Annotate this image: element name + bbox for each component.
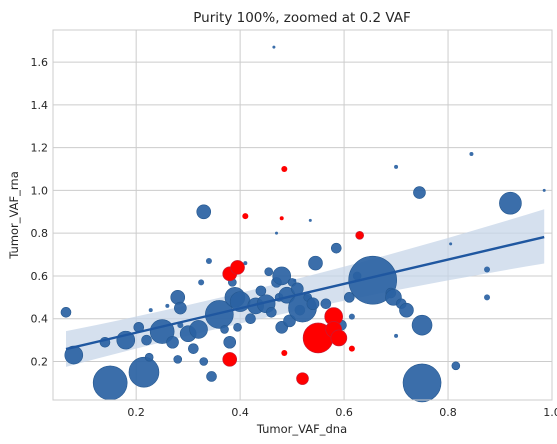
blue-data-point	[469, 152, 474, 157]
x-ticks: 0.2 0.4 0.6 0.8 1.0	[127, 406, 557, 419]
blue-data-point	[413, 186, 426, 199]
blue-data-point	[174, 301, 187, 315]
blue-data-point	[320, 298, 332, 310]
blue-data-point	[128, 356, 160, 388]
axes-frame	[52, 29, 553, 401]
blue-data-point	[343, 292, 355, 303]
y-tick-label: 1.2	[31, 142, 49, 155]
y-tick-label: 1.0	[31, 184, 49, 197]
grid	[53, 30, 553, 400]
blue-data-point	[484, 266, 491, 273]
blue-data-point	[233, 322, 242, 332]
blue-data-point	[188, 343, 199, 354]
blue-data-point	[330, 242, 342, 254]
y-tick-label: 1.4	[31, 99, 49, 112]
blue-data-point	[206, 371, 217, 382]
blue-data-point	[484, 294, 491, 301]
blue-data-point	[402, 363, 442, 403]
blue-data-point	[308, 218, 312, 222]
red-data-point	[230, 260, 245, 275]
blue-data-point	[243, 261, 248, 266]
blue-data-point	[272, 45, 276, 49]
red-data-point	[330, 329, 348, 347]
blue-data-point	[272, 266, 292, 286]
blue-data-point	[264, 267, 274, 276]
y-ticks: 0.2 0.4 0.6 0.8 1.0 1.2 1.4 1.6	[31, 56, 49, 368]
blue-data-point	[399, 302, 414, 318]
x-tick-label: 0.2	[127, 406, 145, 419]
blue-data-point	[348, 255, 397, 305]
blue-data-point	[451, 361, 461, 371]
y-tick-label: 0.4	[31, 313, 49, 326]
blue-data-point	[205, 300, 234, 329]
x-tick-label: 0.4	[231, 406, 249, 419]
red-data-point	[281, 349, 288, 356]
blue-data-point	[394, 164, 399, 169]
red-data-point	[348, 345, 355, 352]
blue-data-point	[166, 335, 179, 349]
blue-data-point	[198, 279, 205, 286]
red-data-point	[281, 166, 288, 173]
regression-group	[65, 235, 545, 351]
y-tick-label: 0.6	[31, 270, 49, 283]
blue-data-point	[223, 335, 237, 349]
blue-data-point	[205, 257, 212, 264]
y-axis-label: Tumor_VAF_rna	[7, 171, 21, 260]
points-group	[60, 45, 546, 403]
blue-data-point	[196, 204, 212, 220]
blue-data-point	[411, 314, 433, 336]
red-data-point	[222, 352, 238, 367]
chart-title: Purity 100%, zoomed at 0.2 VAF	[193, 10, 410, 26]
blue-data-point	[148, 308, 153, 313]
regression-line	[65, 235, 545, 351]
blue-data-point	[199, 357, 209, 366]
blue-data-point	[189, 320, 208, 339]
blue-data-point	[245, 313, 256, 325]
blue-data-point	[255, 285, 267, 297]
x-tick-label: 0.8	[439, 406, 457, 419]
red-data-point	[355, 231, 364, 240]
blue-data-point	[165, 303, 170, 308]
red-data-point	[279, 216, 284, 221]
y-tick-label: 0.2	[31, 356, 49, 369]
blue-data-point	[394, 333, 399, 338]
blue-data-point	[144, 352, 154, 362]
blue-data-point	[542, 188, 546, 192]
blue-data-point	[348, 313, 355, 320]
blue-data-point	[220, 325, 229, 334]
y-tick-label: 0.8	[31, 227, 49, 240]
blue-data-point	[308, 255, 323, 271]
blue-data-point	[449, 242, 453, 246]
x-tick-label: 1.0	[543, 406, 557, 419]
blue-data-point	[173, 355, 183, 364]
blue-data-point	[306, 297, 320, 311]
red-data-point	[242, 213, 249, 220]
blue-data-point	[60, 307, 72, 318]
blue-data-point	[92, 365, 128, 401]
blue-data-point	[266, 307, 277, 318]
blue-data-point	[499, 191, 522, 215]
blue-data-point	[293, 278, 297, 282]
blue-data-point	[141, 334, 152, 346]
y-tick-label: 1.6	[31, 56, 49, 69]
x-tick-label: 0.6	[335, 406, 353, 419]
blue-data-point	[275, 231, 279, 235]
red-data-point	[296, 372, 309, 385]
x-axis-label: Tumor_VAF_dna	[256, 422, 347, 436]
